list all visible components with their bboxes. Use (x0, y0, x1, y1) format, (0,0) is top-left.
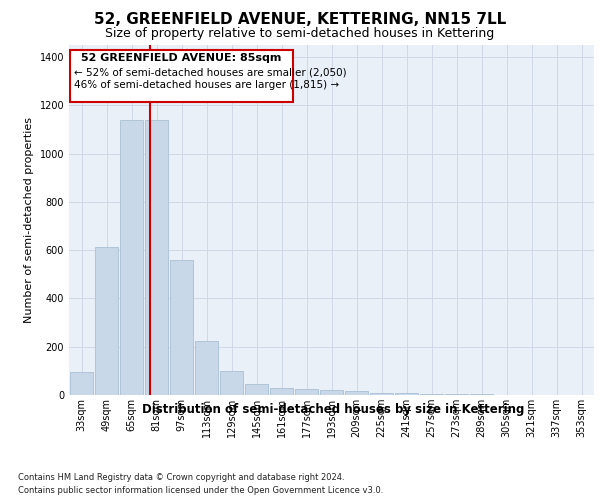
Bar (320, 390, 343, 395)
Bar (220, 371, 244, 395)
Text: Distribution of semi-detached houses by size in Kettering: Distribution of semi-detached houses by … (142, 402, 524, 415)
Text: 52 GREENFIELD AVENUE: 85sqm: 52 GREENFIELD AVENUE: 85sqm (82, 52, 281, 62)
FancyBboxPatch shape (70, 50, 293, 102)
Bar (119, 120, 143, 395)
Bar (170, 260, 193, 395)
Bar (269, 388, 293, 395)
Bar (370, 392, 394, 395)
Bar (70, 372, 94, 395)
Text: Contains HM Land Registry data © Crown copyright and database right 2024.: Contains HM Land Registry data © Crown c… (18, 472, 344, 482)
Text: 52, GREENFIELD AVENUE, KETTERING, NN15 7LL: 52, GREENFIELD AVENUE, KETTERING, NN15 7… (94, 12, 506, 28)
Bar (245, 384, 268, 395)
Bar (145, 120, 169, 395)
Bar (295, 389, 319, 395)
Bar (194, 340, 218, 395)
Bar (95, 246, 118, 395)
Bar (419, 394, 443, 395)
Bar (445, 394, 469, 395)
Text: Size of property relative to semi-detached houses in Kettering: Size of property relative to semi-detach… (106, 28, 494, 40)
Bar (395, 393, 418, 395)
Bar (470, 394, 493, 395)
Y-axis label: Number of semi-detached properties: Number of semi-detached properties (24, 117, 34, 323)
Text: 46% of semi-detached houses are larger (1,815) →: 46% of semi-detached houses are larger (… (74, 80, 339, 90)
Bar (344, 392, 368, 395)
Text: Contains public sector information licensed under the Open Government Licence v3: Contains public sector information licen… (18, 486, 383, 495)
Text: ← 52% of semi-detached houses are smaller (2,050): ← 52% of semi-detached houses are smalle… (74, 68, 347, 78)
